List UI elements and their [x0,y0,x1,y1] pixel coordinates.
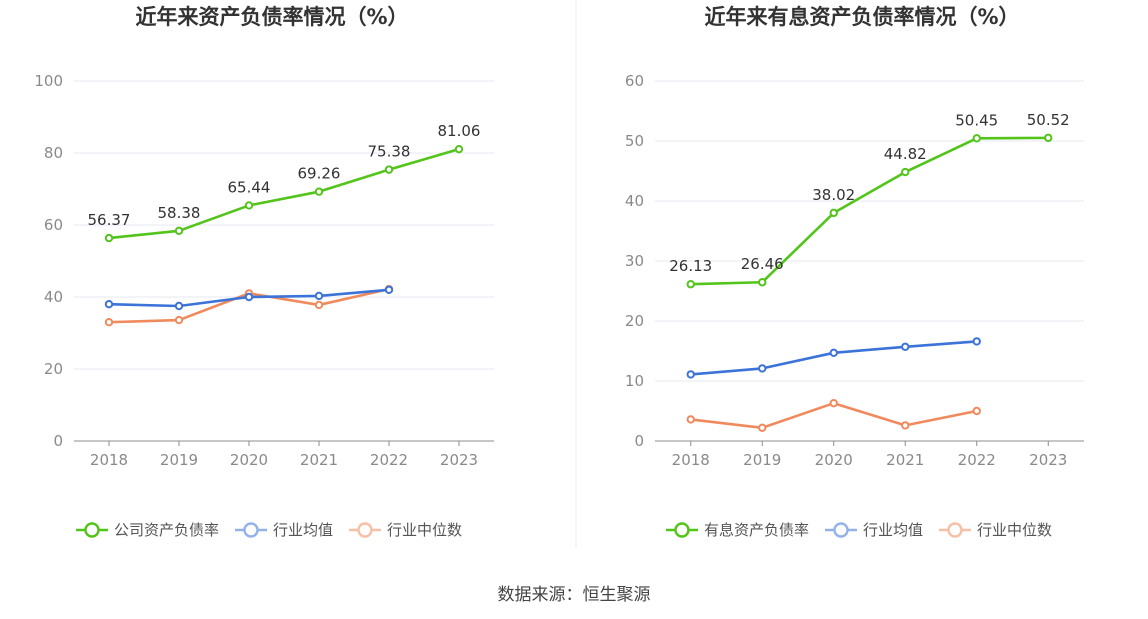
chart-title: 近年来资产负债率情况（%） [135,5,408,29]
series-line [108,147,460,240]
data-point [104,233,114,243]
data-label: 65.44 [228,178,271,196]
data-label: 58.38 [158,204,201,222]
data-label: 81.06 [438,122,481,140]
legend-marker [947,522,963,538]
data-point [104,300,114,309]
data-label: 50.52 [1027,111,1070,129]
data-point [972,337,981,346]
data-point [758,423,767,432]
legend-marker [357,522,373,538]
data-point [686,370,695,379]
legend-marker [833,522,849,538]
data-point [174,226,184,236]
y-tick-label: 60 [44,216,63,234]
data-point [758,364,767,373]
y-tick-label: 40 [625,192,644,210]
data-point [829,348,838,357]
y-tick-label: 0 [53,432,63,450]
data-point [314,187,324,196]
chart-title: 近年来有息资产负债率情况（%） [704,5,1019,29]
legend-marker [84,522,100,538]
data-point [454,144,464,154]
data-point [384,285,394,294]
data-point [901,167,910,177]
legend-label: 行业均值 [273,521,333,539]
data-label: 50.45 [955,111,998,129]
data-point [686,280,695,289]
data-point [244,201,254,210]
data-label: 44.82 [884,145,927,163]
data-label: 38.02 [812,186,855,204]
x-tick-label: 2018 [672,451,710,469]
x-tick-label: 2022 [958,451,996,469]
y-tick-label: 40 [44,288,63,306]
series-line [690,136,1049,286]
data-point [972,134,981,143]
y-tick-label: 80 [44,144,63,162]
y-tick-label: 60 [625,72,644,90]
x-tick-label: 2018 [90,451,128,469]
legend-label: 行业中位数 [387,521,462,539]
legend-label: 行业均值 [863,521,923,539]
x-tick-label: 2020 [230,451,268,469]
x-tick-label: 2020 [815,451,853,469]
y-tick-label: 10 [625,372,644,390]
data-point [829,208,838,218]
x-tick-label: 2019 [160,451,198,469]
series-line [690,340,977,376]
data-point [829,399,838,408]
x-tick-label: 2021 [300,451,338,469]
x-tick-label: 2023 [440,451,478,469]
y-tick-label: 20 [625,312,644,330]
data-label: 56.37 [88,211,131,229]
x-tick-label: 2021 [886,451,924,469]
data-label: 69.26 [298,165,341,183]
y-tick-label: 100 [34,72,63,90]
x-tick-label: 2019 [743,451,781,469]
legend-marker [243,522,259,538]
legend-label: 行业中位数 [977,521,1052,539]
data-point [1044,133,1053,143]
data-source: 数据来源：恒生聚源 [497,585,651,605]
data-point [972,406,981,416]
data-point [314,291,324,301]
y-tick-label: 50 [625,132,644,150]
y-tick-label: 0 [634,432,644,450]
y-tick-label: 20 [44,360,63,378]
legend-marker [674,522,690,538]
data-point [174,301,184,311]
data-label: 26.46 [741,255,784,273]
legend-label: 公司资产负债率 [114,521,219,539]
data-point [104,318,114,327]
y-tick-label: 30 [625,252,644,270]
data-point [901,342,910,351]
legend-label: 有息资产负债率 [704,521,809,539]
data-point [244,292,254,302]
x-tick-label: 2022 [370,451,408,469]
data-point [901,421,910,430]
x-tick-label: 2023 [1029,451,1067,469]
data-point [686,415,695,424]
data-point [758,278,767,287]
data-label: 75.38 [368,143,411,161]
data-point [314,300,324,310]
data-point [384,165,394,174]
data-point [174,315,184,325]
data-label: 26.13 [669,257,712,275]
